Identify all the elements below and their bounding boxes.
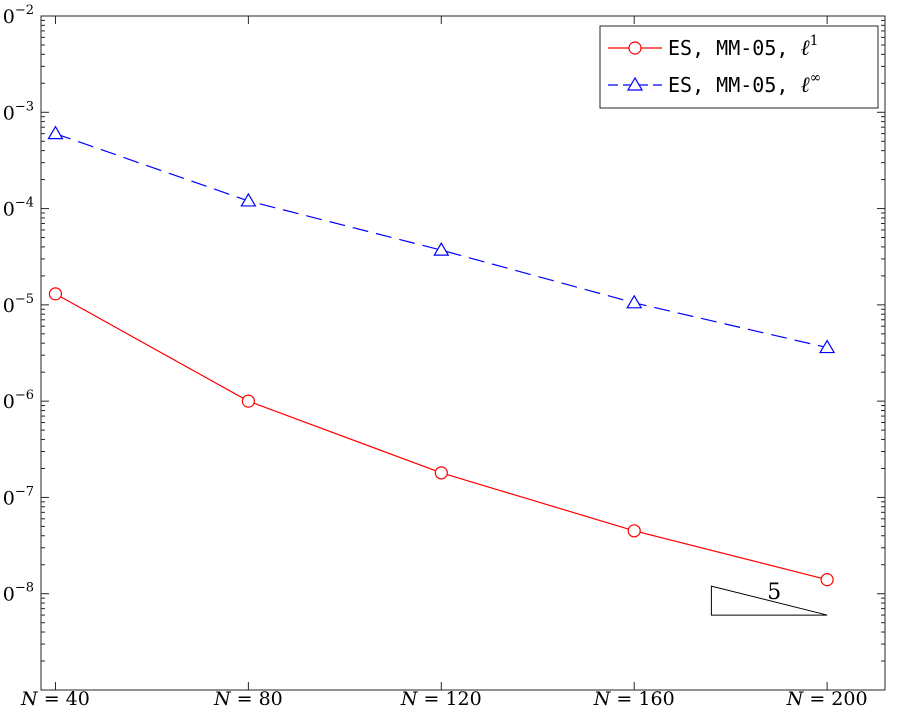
slope-triangle: 5 — [710, 580, 828, 616]
x-tick-label-eq: = — [803, 688, 831, 710]
x-tick-label-var: N — [593, 688, 612, 710]
y-tick-label-exp: −5 — [15, 292, 34, 307]
axis-ticks — [41, 15, 885, 690]
y-tick-label-base: 10 — [0, 6, 15, 28]
data-point — [241, 394, 255, 408]
y-tick-label: 10−2 — [0, 3, 34, 28]
y-tick-label: 10−8 — [0, 581, 34, 606]
y-tick-label: 10−5 — [0, 292, 34, 317]
y-tick-label-base: 10 — [0, 199, 15, 221]
legend-label-ell: ℓ — [800, 36, 810, 61]
series-0 — [48, 287, 834, 587]
legend-label-text: ES, MM-05, — [668, 73, 800, 97]
data-point — [626, 294, 643, 309]
legend-label-ell: ℓ — [800, 73, 810, 98]
x-tick-label-value: 120 — [445, 688, 481, 710]
x-tick-label: N = 80 — [213, 688, 283, 710]
y-tick-label-base: 10 — [0, 391, 15, 413]
legend-box — [599, 25, 879, 109]
y-tick-label-exp: −4 — [15, 196, 34, 211]
data-point — [240, 192, 257, 207]
data-point — [48, 287, 63, 301]
y-tick-label-exp: −3 — [15, 99, 34, 114]
y-tick-label: 10−7 — [0, 484, 34, 509]
data-point — [819, 339, 836, 354]
x-tick-label-var: N — [400, 688, 419, 710]
legend-label: ES, MM-05, ℓ∞ — [668, 70, 821, 98]
legend-marker — [626, 76, 644, 91]
x-tick-label: N = 40 — [20, 688, 90, 710]
y-tick-label-base: 10 — [0, 487, 15, 509]
y-tick-label-base: 10 — [0, 102, 15, 124]
legend-label: ES, MM-05, ℓ1 — [668, 33, 819, 61]
y-tick-label-exp: −7 — [15, 484, 34, 499]
y-tick-label-exp: −8 — [15, 581, 34, 596]
x-tick-label-eq: = — [38, 688, 66, 710]
y-tick-label: 10−3 — [0, 99, 34, 124]
x-tick-label-value: 40 — [66, 688, 90, 710]
x-tick-label: N = 120 — [400, 688, 482, 710]
legend-entry: ES, MM-05, ℓ1 — [608, 33, 819, 61]
x-tick-label-eq: = — [417, 688, 445, 710]
data-point — [47, 125, 64, 140]
y-tick-label: 10−6 — [0, 388, 34, 413]
x-tick-label-var: N — [213, 688, 232, 710]
x-tick-label-value: 80 — [259, 688, 283, 710]
x-tick-label-value: 200 — [831, 688, 867, 710]
x-tick-label-var: N — [20, 688, 39, 710]
slope-triangle-shape — [710, 585, 828, 616]
data-point — [820, 573, 834, 587]
data-point — [434, 466, 448, 480]
legend-label-sup: 1 — [810, 33, 819, 49]
legend-label-text: ES, MM-05, — [668, 36, 800, 60]
legend-label-sup: ∞ — [810, 70, 822, 86]
x-tick-label-var: N — [786, 688, 805, 710]
y-tick-label-base: 10 — [0, 295, 15, 317]
y-tick-label-base: 10 — [0, 584, 15, 606]
legend-entry: ES, MM-05, ℓ∞ — [608, 70, 821, 98]
y-tick-label-exp: −6 — [15, 388, 34, 403]
x-tick-label-eq: = — [231, 688, 259, 710]
y-tick-label: 10−4 — [0, 196, 34, 221]
x-tick-label: N = 200 — [786, 688, 868, 710]
x-tick-label-eq: = — [610, 688, 638, 710]
x-tick-label: N = 160 — [593, 688, 675, 710]
plot-area — [40, 15, 886, 691]
data-point — [627, 524, 641, 538]
series-1 — [47, 125, 836, 354]
y-tick-label-exp: −2 — [15, 3, 34, 18]
slope-label: 5 — [767, 580, 781, 605]
x-tick-label-value: 160 — [638, 688, 674, 710]
data-point — [433, 241, 450, 256]
legend-marker — [628, 41, 642, 55]
series-layer — [47, 125, 836, 587]
